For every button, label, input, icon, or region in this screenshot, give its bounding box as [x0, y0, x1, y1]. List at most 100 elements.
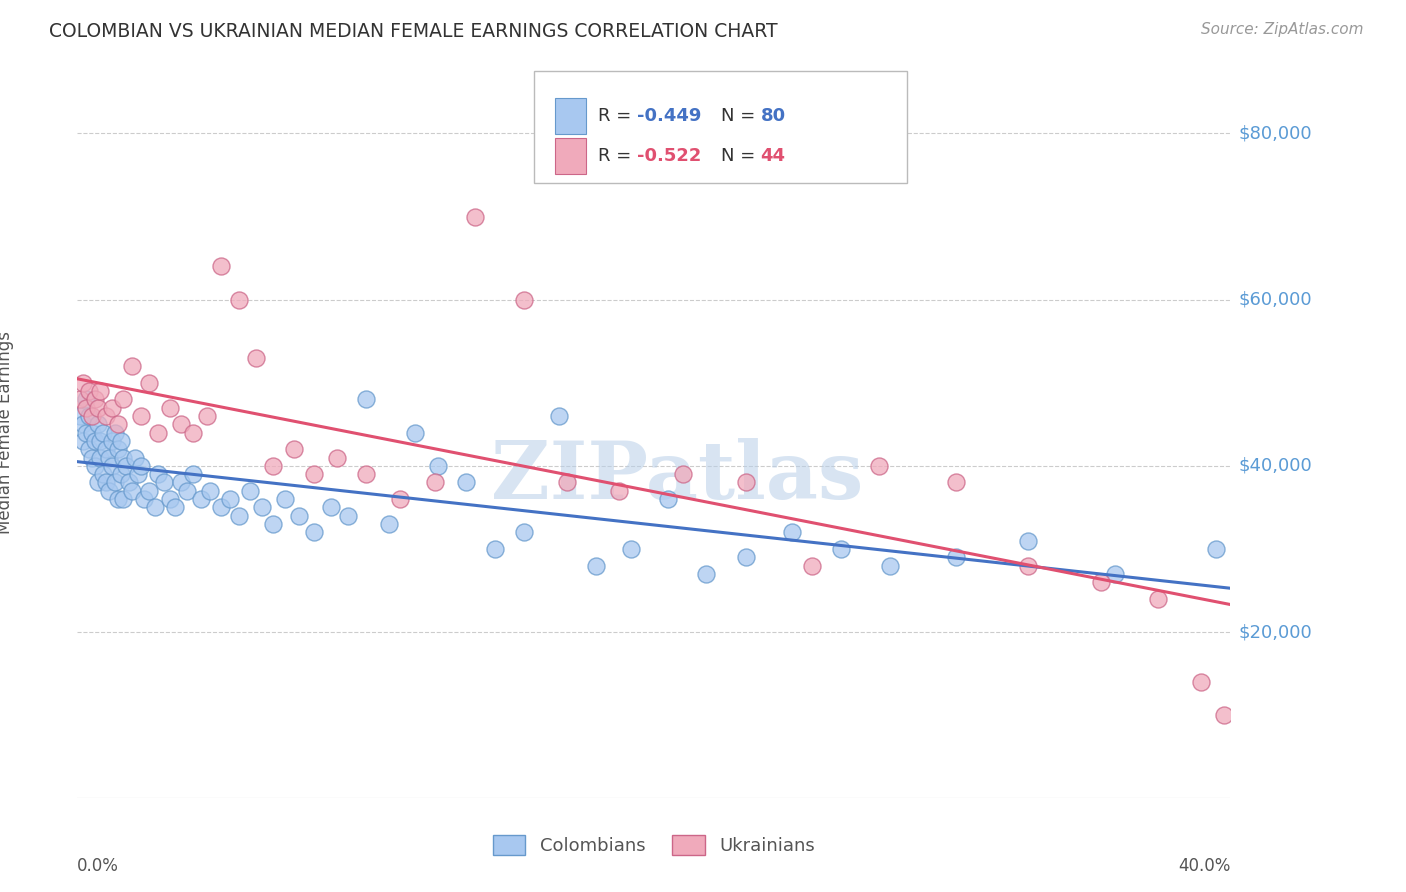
Point — [426, 458, 449, 473]
Point — [121, 483, 143, 498]
Point — [69, 409, 91, 423]
Point — [262, 458, 284, 473]
Point — [868, 458, 890, 473]
Point — [104, 475, 127, 490]
Point — [159, 401, 181, 415]
Point — [801, 558, 824, 573]
Point — [735, 475, 758, 490]
Point — [72, 376, 94, 390]
Point — [464, 210, 486, 224]
Point — [945, 550, 967, 565]
Legend: Colombians, Ukrainians: Colombians, Ukrainians — [485, 828, 823, 863]
Point — [98, 483, 121, 498]
Point — [75, 401, 97, 415]
Point — [245, 351, 267, 365]
Text: $60,000: $60,000 — [1239, 291, 1313, 309]
Point — [484, 541, 506, 556]
Point — [112, 450, 135, 465]
Text: -0.449: -0.449 — [637, 107, 702, 125]
Point — [228, 508, 250, 523]
Point — [96, 442, 118, 457]
Point — [77, 442, 100, 457]
Point — [80, 409, 103, 423]
Point — [83, 392, 105, 407]
Point — [513, 525, 536, 540]
Point — [325, 450, 349, 465]
Point — [110, 434, 132, 448]
Point — [138, 483, 160, 498]
Point — [607, 483, 630, 498]
Text: R =: R = — [598, 107, 637, 125]
Text: 40.0%: 40.0% — [1178, 856, 1230, 874]
Point — [620, 541, 643, 556]
Point — [165, 500, 187, 515]
Point — [879, 558, 901, 573]
Point — [1205, 541, 1227, 556]
Point — [86, 475, 108, 490]
Point — [107, 492, 129, 507]
Text: N =: N = — [721, 147, 761, 165]
Point — [127, 467, 149, 482]
Point — [695, 566, 717, 581]
Point — [354, 392, 377, 407]
Point — [91, 467, 114, 482]
Point — [302, 467, 325, 482]
Point — [98, 450, 121, 465]
Text: -0.522: -0.522 — [637, 147, 702, 165]
Point — [1213, 708, 1236, 723]
Point — [274, 492, 297, 507]
Point — [945, 475, 967, 490]
Point — [101, 458, 124, 473]
Point — [319, 500, 342, 515]
Point — [513, 293, 536, 307]
Point — [86, 401, 108, 415]
Point — [101, 401, 124, 415]
Point — [91, 425, 114, 440]
Point — [672, 467, 695, 482]
Text: $20,000: $20,000 — [1239, 624, 1313, 641]
Text: R =: R = — [598, 147, 637, 165]
Point — [557, 475, 579, 490]
Point — [112, 492, 135, 507]
Point — [110, 467, 132, 482]
Point — [143, 500, 166, 515]
Point — [72, 417, 94, 432]
Point — [159, 492, 181, 507]
Point — [107, 442, 129, 457]
Point — [219, 492, 242, 507]
Point — [404, 425, 426, 440]
Point — [262, 517, 284, 532]
Text: 44: 44 — [761, 147, 786, 165]
Point — [181, 467, 204, 482]
Point — [75, 392, 97, 407]
Point — [89, 384, 111, 398]
Point — [138, 376, 160, 390]
Point — [89, 450, 111, 465]
Point — [211, 260, 233, 274]
Point — [337, 508, 360, 523]
Point — [96, 475, 118, 490]
Point — [283, 442, 305, 457]
Text: Median Female Earnings: Median Female Earnings — [0, 331, 14, 534]
Point — [121, 359, 143, 373]
Point — [288, 508, 311, 523]
Point — [1191, 675, 1213, 690]
Point — [190, 492, 212, 507]
Point — [181, 425, 204, 440]
Point — [72, 434, 94, 448]
Point — [129, 458, 152, 473]
Point — [80, 450, 103, 465]
Point — [96, 409, 118, 423]
Point — [302, 525, 325, 540]
Point — [83, 458, 105, 473]
Point — [77, 409, 100, 423]
Text: 80: 80 — [761, 107, 786, 125]
Point — [250, 500, 273, 515]
Point — [146, 425, 169, 440]
Point — [83, 434, 105, 448]
Point — [124, 450, 146, 465]
Point — [228, 293, 250, 307]
Point — [585, 558, 607, 573]
Point — [1018, 558, 1040, 573]
Point — [1147, 591, 1170, 606]
